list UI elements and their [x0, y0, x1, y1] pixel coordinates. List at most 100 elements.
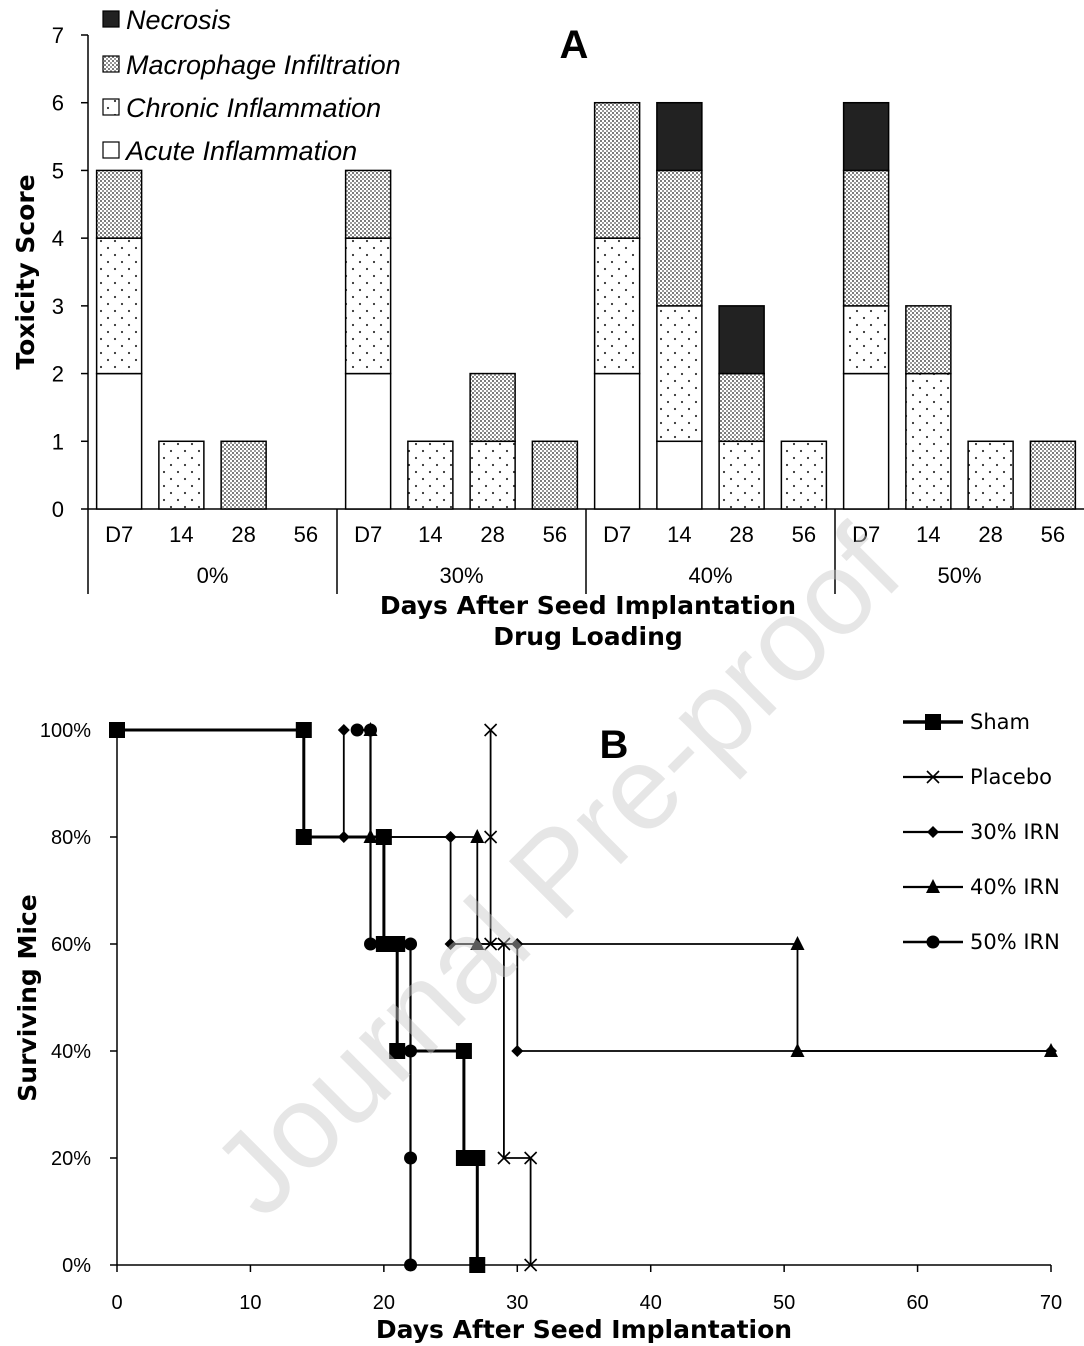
- data-point: [109, 722, 125, 738]
- data-point: [364, 937, 378, 951]
- bar-segment: [656, 101, 703, 172]
- bar-segment: [656, 169, 703, 307]
- y-tick-label: 1: [52, 429, 64, 454]
- x-tick-label: 10: [239, 1292, 261, 1314]
- x-tick-label: D7: [354, 522, 382, 547]
- x-axis-title-secondary: Drug Loading: [493, 622, 683, 651]
- legend-swatch: [102, 55, 120, 73]
- x-axis-title: Days After Seed Implantation: [380, 591, 796, 620]
- x-tick-label: 56: [294, 522, 318, 547]
- data-point: [295, 829, 312, 845]
- y-tick-label: 7: [52, 23, 64, 48]
- x-tick-label: 28: [729, 522, 753, 547]
- x-tick-label: 20: [373, 1292, 395, 1314]
- legend-swatch: [102, 98, 120, 116]
- bar-segment: [344, 169, 392, 239]
- data-point: [404, 937, 418, 951]
- y-axis-title: Toxicity Score: [11, 174, 40, 369]
- data-point: [404, 1151, 418, 1165]
- x-tick-label: 56: [1041, 522, 1065, 547]
- legend-label: 50% IRN: [970, 930, 1060, 954]
- y-tick-label: 3: [52, 294, 64, 319]
- data-point: [470, 829, 485, 843]
- y-tick-label: 20%: [51, 1148, 91, 1170]
- legend-label: Chronic Inflammation: [126, 93, 381, 123]
- y-tick-label: 100%: [40, 720, 91, 742]
- x-tick-label: 14: [418, 522, 442, 547]
- legend-marker: [925, 714, 941, 730]
- x-axis-title: Days After Seed Implantation: [376, 1315, 792, 1344]
- x-tick-label: 50: [773, 1292, 795, 1314]
- group-label: 30%: [439, 563, 483, 588]
- legend-label: 30% IRN: [970, 820, 1060, 844]
- data-point: [524, 1258, 538, 1272]
- bar-segment: [593, 372, 641, 510]
- x-tick-label: D7: [105, 522, 133, 547]
- y-tick-label: 4: [52, 226, 64, 251]
- bar-segment: [718, 372, 765, 443]
- data-point: [524, 1151, 538, 1165]
- data-point: [497, 1151, 511, 1165]
- y-axis-title: Surviving Mice: [13, 894, 42, 1101]
- bar-segment: [469, 440, 516, 510]
- data-point: [337, 724, 350, 736]
- bar-segment: [95, 372, 143, 510]
- bar-segment: [407, 440, 454, 510]
- legend-marker: [926, 879, 940, 893]
- bar-segment: [905, 372, 952, 510]
- x-tick-label: 60: [906, 1292, 928, 1314]
- bar-segment: [593, 101, 641, 239]
- legend-marker: [927, 826, 939, 838]
- data-point: [404, 1044, 418, 1058]
- y-tick-label: 5: [52, 158, 64, 183]
- x-tick-label: 14: [169, 522, 193, 547]
- group-label: 0%: [197, 563, 229, 588]
- bar-segment: [656, 305, 703, 443]
- panel-label: B: [600, 723, 629, 767]
- bar-segment: [780, 440, 828, 510]
- data-point: [364, 723, 378, 737]
- data-point: [469, 1150, 486, 1166]
- legend-marker: [926, 770, 940, 784]
- bar-segment: [656, 440, 703, 510]
- bar-segment: [469, 372, 516, 443]
- bar-segment: [842, 101, 890, 172]
- legend-label: Sham: [970, 710, 1030, 734]
- legend-marker: [926, 935, 940, 949]
- x-tick-label: 40: [640, 1292, 662, 1314]
- x-tick-label: 0: [111, 1292, 122, 1314]
- legend-label: 40% IRN: [970, 875, 1060, 899]
- data-point: [404, 1258, 418, 1272]
- bar-segment: [95, 169, 143, 239]
- bar-segment: [95, 237, 143, 375]
- legend-label: Acute Inflammation: [124, 136, 357, 166]
- data-point: [790, 936, 805, 950]
- bar-segment: [1029, 440, 1077, 510]
- bar-segment: [718, 305, 765, 375]
- chart-b: 0% 20% 40% 60% 80% 100% 0 10 20 30 40 50 60 70 Survivi…: [13, 710, 1062, 1344]
- data-point: [337, 831, 350, 843]
- data-point: [511, 1045, 524, 1057]
- data-point: [1044, 1043, 1058, 1057]
- x-tick-label: D7: [603, 522, 631, 547]
- panel-label: A: [560, 23, 589, 67]
- legend-label: Macrophage Infiltration: [126, 50, 401, 80]
- bar-segment: [344, 372, 392, 510]
- legend-swatch: [102, 141, 120, 159]
- bar-segment: [718, 440, 765, 510]
- x-tick-label: 14: [667, 522, 691, 547]
- x-tick-label: D7: [852, 522, 880, 547]
- bar-segment: [842, 305, 890, 375]
- bar-segment: [905, 305, 952, 375]
- data-point: [389, 1043, 406, 1059]
- legend-swatch: [102, 10, 120, 28]
- x-tick-label: 56: [543, 522, 567, 547]
- x-tick-label: 28: [231, 522, 255, 547]
- y-tick-label: 6: [52, 91, 64, 116]
- data-point: [470, 936, 485, 950]
- bar-segment: [593, 237, 641, 375]
- y-tick-label: 2: [52, 362, 64, 387]
- data-point: [484, 723, 498, 737]
